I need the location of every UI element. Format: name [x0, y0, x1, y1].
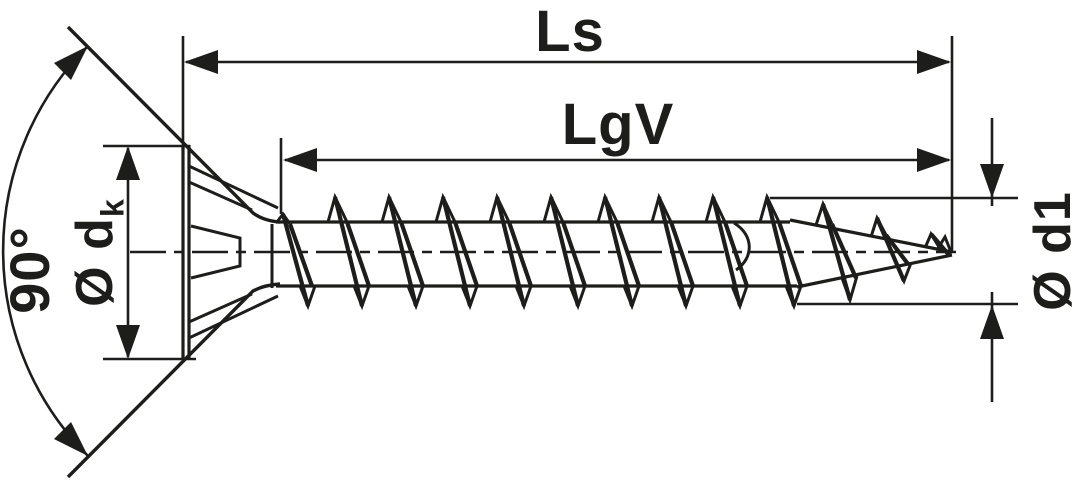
arrowhead-up: [980, 305, 1004, 339]
label-thread-length: LgV: [561, 92, 675, 157]
label-head-angle: 90°: [0, 226, 61, 314]
thread-turn-taper: [869, 214, 913, 285]
arrowhead-right: [917, 148, 951, 172]
label-total-length: Ls: [535, 0, 605, 64]
label-head-diameter-subscript: k: [94, 199, 131, 218]
thread-turn: [434, 192, 479, 311]
thread-turn: [542, 192, 587, 311]
arrowhead-down: [980, 164, 1004, 198]
thread-turn: [650, 192, 695, 311]
thread-turn: [596, 192, 641, 311]
arrowhead-down: [116, 325, 140, 359]
dimension-core-diameter: [770, 118, 1018, 402]
thread-turn: [758, 192, 803, 311]
angle-arc: [1, 45, 89, 457]
dimension-head-diameter: [103, 144, 196, 361]
thread-turn: [488, 192, 533, 311]
arrowhead-top: [54, 46, 88, 80]
thread-turn: [704, 192, 749, 311]
thread-runout-curve: [733, 221, 751, 272]
dimension-total-length: [181, 36, 954, 252]
label-core-diameter: Ø d1: [1024, 191, 1082, 311]
dimension-thread-length: [279, 138, 951, 214]
label-head-diameter-base: Ø d: [66, 217, 124, 307]
arrowhead-right: [917, 50, 951, 74]
arrowhead-up: [116, 146, 140, 180]
arrowhead-left: [283, 148, 317, 172]
dimension-head-angle: [1, 45, 89, 457]
countersink-edge: [188, 180, 253, 212]
drive-recess: [190, 224, 242, 280]
countersink-edge: [188, 292, 253, 324]
arrowhead-left: [184, 50, 218, 74]
thread-turn: [326, 192, 371, 311]
thread-turn: [275, 211, 317, 311]
thread-turn-taper: [814, 199, 859, 305]
tip-taper-bottom: [796, 253, 953, 289]
thread-turn: [380, 192, 425, 311]
countersink-cone-bottom: [66, 282, 281, 479]
countersink-edge: [188, 294, 279, 340]
screw-shank-thread: [275, 192, 953, 311]
countersink-edge: [188, 164, 279, 210]
label-head-diameter: Ø dk: [65, 153, 130, 353]
arrowhead-bottom: [54, 422, 88, 456]
thread-turn-taper: [923, 230, 953, 257]
